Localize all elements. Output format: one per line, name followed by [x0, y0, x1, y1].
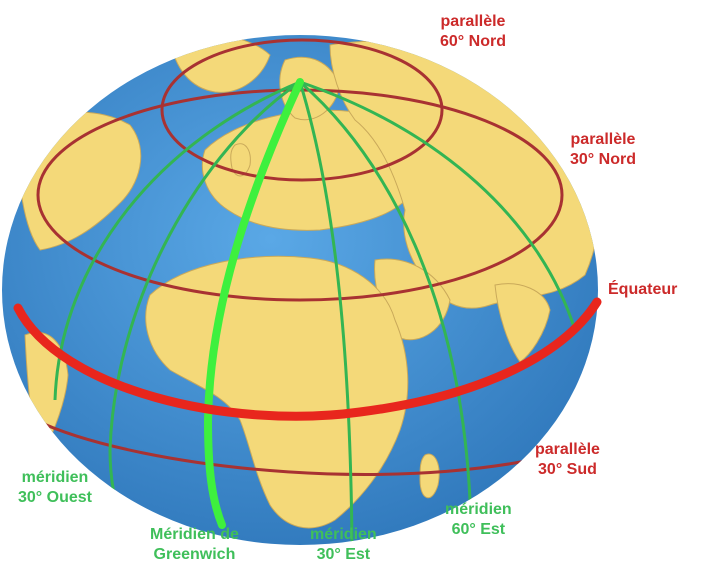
label-line: 30° Est	[316, 546, 371, 563]
label-meridien-30-est: méridien 30° Est	[310, 525, 377, 565]
label-line: 30° Ouest	[18, 489, 92, 506]
meridian-60w-line	[53, 80, 301, 401]
label-parallel-30-sud: parallèle 30° Sud	[535, 440, 600, 480]
label-line: parallèle	[570, 131, 636, 148]
island-britain	[230, 143, 251, 177]
label-line: Méridien de	[150, 526, 239, 543]
label-line: méridien	[445, 501, 512, 518]
label-meridien-60-est: méridien 60° Est	[445, 500, 512, 540]
label-meridien-30-ouest: méridien 30° Ouest	[18, 468, 92, 508]
label-line: Équateur	[608, 281, 678, 298]
label-line: 30° Sud	[538, 461, 597, 478]
meridian-30e-line	[298, 81, 354, 545]
label-line: méridien	[310, 526, 377, 543]
label-line: parallèle	[440, 13, 506, 30]
label-line: parallèle	[535, 441, 600, 458]
equator-line	[13, 297, 602, 421]
island-madagascar	[419, 453, 440, 498]
label-parallel-60-nord: parallèle 60° Nord	[440, 12, 506, 52]
parallel-60n-line	[160, 38, 444, 182]
greenwich-meridian-line	[203, 78, 304, 529]
parallel-30s-line	[34, 418, 591, 476]
meridian-60e-line	[299, 80, 472, 501]
label-line: Greenwich	[153, 546, 236, 563]
label-line: méridien	[21, 469, 89, 486]
label-line: 60° Nord	[440, 33, 506, 50]
meridian-90e-line	[299, 80, 577, 331]
label-line: 60° Est	[451, 521, 506, 538]
meridians	[53, 80, 577, 545]
label-equateur: Équateur	[608, 280, 677, 300]
label-parallel-30-nord: parallèle 30° Nord	[570, 130, 636, 170]
label-meridien-greenwich: Méridien de Greenwich	[150, 525, 239, 565]
continent-india	[494, 283, 551, 363]
meridian-30w-line	[108, 80, 301, 521]
label-line: 30° Nord	[570, 151, 636, 168]
